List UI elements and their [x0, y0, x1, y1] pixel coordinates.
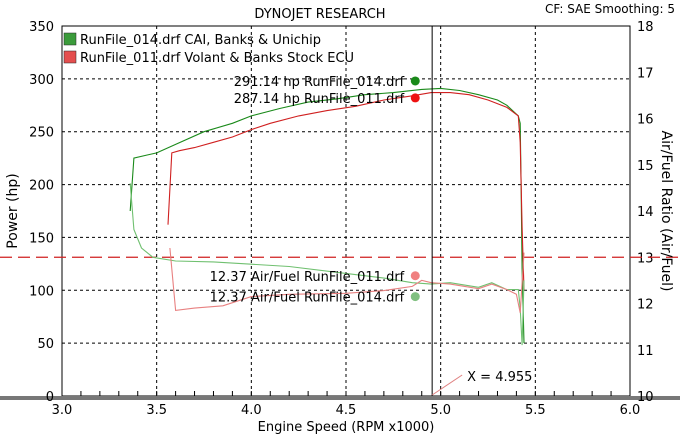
annotation-label: 12.37 Air/Fuel RunFile_011.drf — [210, 270, 405, 285]
x-tick-label: 3.5 — [146, 403, 167, 418]
x-tick-label: 3.0 — [52, 403, 73, 418]
y-tick-label: 300 — [29, 73, 54, 88]
chart-title: DYNOJET RESEARCH — [254, 7, 385, 22]
legend-label: RunFile_014.drf CAI, Banks & Unichip — [80, 33, 321, 48]
y2-tick-label: 18 — [637, 20, 654, 35]
y2-tick-label: 10 — [637, 390, 654, 405]
legend-swatch — [63, 32, 77, 46]
x-tick-label: 6.0 — [620, 403, 641, 418]
y-tick-label: 150 — [29, 231, 54, 246]
annotation-label: 291.14 hp RunFile_014.drf — [234, 75, 405, 90]
series-line-runfile-011-afr — [169, 247, 525, 313]
y2-tick-label: 16 — [637, 113, 654, 128]
y-axis-label: Power (hp) — [5, 173, 21, 248]
legend-swatch — [63, 50, 77, 64]
y2-tick-label: 13 — [637, 251, 654, 266]
x-tick-label: 4.0 — [241, 403, 262, 418]
annotation-label: 12.37 Air/Fuel RunFile_014.drf — [210, 291, 405, 306]
annotation-marker — [410, 292, 420, 302]
annotation-marker — [410, 93, 420, 103]
x-axis-bar — [0, 396, 680, 400]
cursor-label: X = 4.955 — [467, 370, 532, 385]
series-line-runfile-011-power — [167, 92, 525, 291]
annotation-marker — [410, 271, 420, 281]
y2-tick-label: 11 — [637, 344, 654, 359]
y-tick-label: 350 — [29, 20, 54, 35]
chart-info: CF: SAE Smoothing: 5 — [545, 2, 675, 16]
x-axis-label: Engine Speed (RPM x1000) — [258, 420, 435, 435]
y-tick-label: 200 — [29, 179, 54, 194]
y-tick-label: 250 — [29, 126, 54, 141]
cursor-label-leader — [431, 374, 463, 396]
annotation-marker — [410, 76, 420, 86]
x-tick-label: 5.0 — [430, 403, 451, 418]
y2-axis-label: Air/Fuel Ratio (Air/Fuel) — [658, 131, 674, 292]
annotation-label: 287.14 hp RunFile_011.drf — [234, 92, 405, 107]
x-tick-label: 5.5 — [525, 403, 546, 418]
series-line-runfile-014-afr — [129, 183, 525, 346]
y2-tick-label: 17 — [637, 66, 654, 81]
y-tick-label: 50 — [37, 337, 54, 352]
legend-label: RunFile_011.drf Volant & Banks Stock ECU — [80, 51, 354, 66]
y-tick-label: 0 — [46, 390, 54, 405]
x-tick-label: 4.5 — [336, 403, 357, 418]
y2-tick-label: 15 — [637, 159, 654, 174]
y-tick-label: 100 — [29, 284, 54, 299]
y2-tick-label: 14 — [637, 205, 654, 220]
y2-tick-label: 12 — [637, 298, 654, 313]
